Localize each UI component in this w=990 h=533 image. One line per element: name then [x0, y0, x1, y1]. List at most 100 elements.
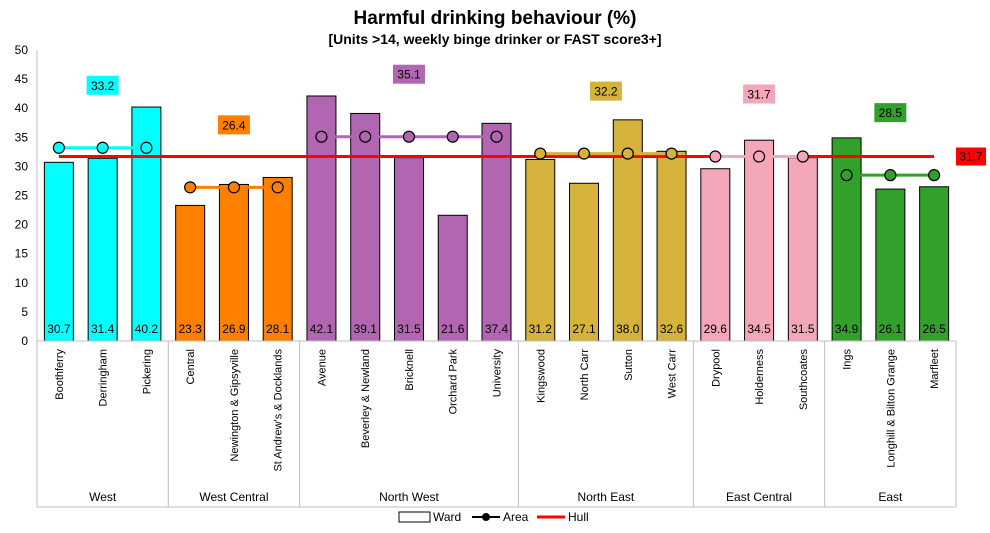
x-category-label: Derringham [98, 349, 110, 406]
area-marker [227, 181, 241, 194]
area-marker [796, 150, 809, 163]
legend-label-hull: Hull [568, 510, 589, 524]
group-label: West [89, 490, 117, 504]
bar-value-label: 26.9 [222, 322, 246, 336]
x-category-label: Marfleet [929, 349, 941, 389]
area-marker [140, 141, 153, 154]
area-marker [928, 169, 941, 182]
x-category-label: Central [185, 349, 197, 384]
bar-value-label: 42.1 [310, 322, 334, 336]
area-value-label: 33.2 [91, 79, 115, 93]
area-label-box [86, 75, 119, 95]
group-label: East Central [726, 490, 792, 504]
bar-value-label: 38.0 [616, 322, 640, 336]
x-category-label: Avenue [316, 349, 328, 386]
bar [437, 214, 468, 342]
bar-value-label: 30.7 [47, 322, 71, 336]
bar [744, 139, 775, 342]
area-marker [840, 169, 853, 182]
x-category-label: Longhill & Bilton Grange [885, 349, 897, 468]
x-category-label: Southcoates [798, 349, 810, 411]
x-category-label: Newington & Gipsyville [229, 349, 241, 462]
area-value-label: 35.1 [397, 68, 421, 82]
bar-value-label: 31.5 [791, 322, 815, 336]
x-category-label: Sutton [623, 349, 635, 381]
x-category-label: Pickering [141, 349, 153, 394]
x-category-label: Ings [842, 349, 854, 370]
area-marker [709, 150, 722, 163]
y-tick-label: 35 [15, 130, 29, 144]
bar-value-label: 37.4 [485, 322, 509, 336]
group-label: East [878, 490, 903, 504]
legend-marker-area [482, 513, 490, 521]
bar-value-label: 23.3 [178, 322, 202, 336]
group-label: North West [379, 490, 439, 504]
legend-label-ward: Ward [433, 510, 461, 524]
y-tick-label: 10 [15, 276, 29, 290]
area-marker [665, 147, 678, 160]
x-category-label: Holderness [754, 349, 766, 405]
area-marker [52, 141, 65, 154]
area-label-box [874, 103, 907, 123]
x-category-label: North Carr [579, 349, 591, 401]
chart-subtitle: [Units >14, weekly binge drinker or FAST… [328, 31, 662, 47]
y-tick-label: 50 [15, 43, 29, 57]
bar [481, 122, 512, 342]
bar [875, 188, 906, 342]
x-category-label: Boothferry [54, 349, 66, 400]
area-label-box [589, 81, 622, 101]
area-marker [184, 181, 197, 194]
area-label-box [392, 64, 425, 84]
area-marker [534, 147, 547, 160]
area-value-label: 28.5 [879, 106, 903, 120]
y-tick-label: 30 [15, 159, 29, 173]
bar [350, 112, 381, 342]
bar-value-label: 26.1 [879, 322, 903, 336]
bar [787, 157, 818, 342]
area-marker [490, 130, 503, 143]
y-tick-label: 5 [21, 305, 28, 319]
area-marker [96, 141, 109, 154]
bar-value-label: 27.1 [572, 322, 596, 336]
hull-value-label: 31.7 [959, 150, 983, 164]
area-marker [271, 181, 284, 194]
bar [218, 183, 249, 342]
area-value-label: 31.7 [747, 88, 771, 102]
bar-value-label: 32.6 [660, 322, 684, 336]
bar [393, 157, 424, 342]
x-category-label: St Andrew's & Docklands [273, 349, 285, 472]
x-category-label: Beverley & Newland [360, 349, 372, 448]
x-category-label: University [492, 349, 504, 398]
bar [700, 168, 731, 342]
bar [175, 204, 206, 342]
area-marker [446, 130, 459, 143]
area-value-label: 32.2 [594, 85, 618, 99]
group-label: North East [578, 490, 635, 504]
hull-label-box [956, 147, 986, 166]
bar [43, 161, 74, 342]
bar-value-label: 40.2 [135, 322, 159, 336]
bar-value-label: 31.5 [397, 322, 421, 336]
bar [569, 182, 600, 342]
bar-value-label: 28.1 [266, 322, 290, 336]
area-marker [359, 130, 372, 143]
area-marker [577, 147, 591, 160]
bar-value-label: 31.4 [91, 322, 115, 336]
bar-value-label: 21.6 [441, 322, 465, 336]
y-tick-label: 40 [15, 101, 29, 115]
area-marker [884, 169, 897, 182]
area-marker [752, 150, 766, 163]
y-tick-label: 20 [15, 218, 29, 232]
area-marker [315, 130, 328, 143]
bar-value-label: 29.6 [704, 322, 728, 336]
x-category-label: Drypool [710, 349, 722, 387]
x-category-label: Orchard Park [448, 349, 460, 415]
chart-title: Harmful drinking behaviour (%) [353, 8, 637, 29]
y-tick-label: 45 [15, 72, 29, 86]
area-label-box [743, 84, 776, 104]
bar-value-label: 39.1 [354, 322, 378, 336]
bar [525, 158, 556, 342]
group-label: West Central [199, 490, 268, 504]
